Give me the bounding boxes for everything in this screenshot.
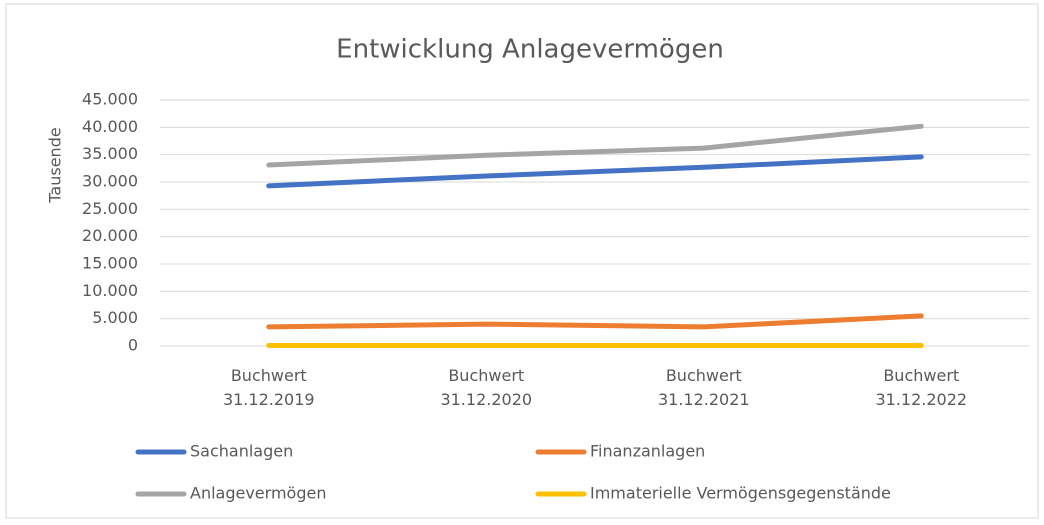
- legend-label: Finanzanlagen: [590, 442, 705, 461]
- series-line: [266, 313, 924, 330]
- y-tick-label: 20.000: [82, 226, 138, 245]
- y-tick-label: 25.000: [82, 199, 138, 218]
- y-tick-label: 10.000: [82, 281, 138, 300]
- legend-label: Sachanlagen: [190, 442, 293, 461]
- series-line: [266, 123, 924, 168]
- y-tick-label: 5.000: [92, 308, 138, 327]
- x-tick-label: Buchwert 31.12.2022: [875, 366, 968, 409]
- chart-border: [5, 3, 1039, 519]
- y-tick-label: 45.000: [82, 90, 138, 109]
- x-tick-label: Buchwert 31.12.2019: [222, 366, 315, 409]
- y-tick-label: 30.000: [82, 172, 138, 191]
- legend-label: Immaterielle Vermögensgegenstände: [590, 484, 891, 503]
- y-tick-label: 0: [128, 336, 138, 355]
- x-tick-label: Buchwert 31.12.2021: [657, 366, 750, 409]
- y-tick-label: 15.000: [82, 254, 138, 273]
- chart-title: Entwicklung Anlagevermögen: [336, 35, 724, 65]
- legend-label: Anlagevermögen: [190, 484, 326, 503]
- y-axis-label: Tausende: [46, 127, 65, 203]
- x-tick-label: Buchwert 31.12.2020: [440, 366, 533, 409]
- y-tick-label: 35.000: [82, 144, 138, 163]
- y-tick-label: 40.000: [82, 117, 138, 136]
- series-line: [266, 154, 924, 189]
